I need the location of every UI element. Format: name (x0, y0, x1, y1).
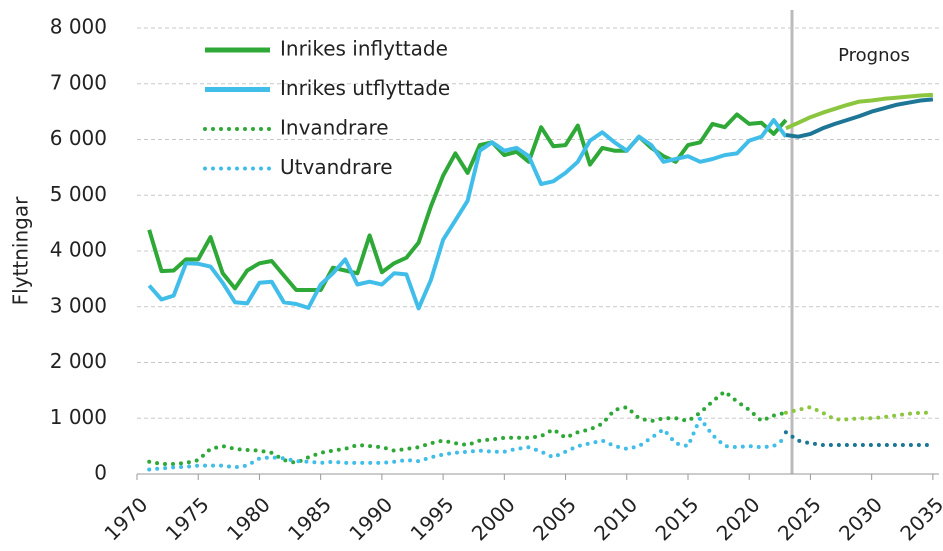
x-tick-label: 2020 (712, 492, 765, 545)
y-tick-label: 1 000 (50, 405, 107, 429)
x-tick-label: 2025 (773, 492, 826, 545)
legend-label: Utvandrare (280, 155, 393, 179)
x-tick-label: 1995 (406, 492, 459, 545)
series-line (147, 118, 788, 311)
legend-label: Inrikes utflyttade (280, 76, 450, 100)
series-line (783, 405, 935, 422)
legend-label: Invandrare (280, 116, 389, 140)
series-line (785, 97, 934, 139)
y-tick-label: 0 (94, 461, 107, 485)
x-tick-label: 2000 (467, 492, 520, 545)
series-line (783, 430, 935, 447)
annotation: Prognos (838, 45, 910, 66)
series-line (147, 389, 788, 466)
x-tick-label: 2030 (834, 492, 887, 545)
x-tick-label: 1990 (344, 492, 397, 545)
y-tick-label: 7 000 (50, 70, 107, 94)
y-tick-label: 8 000 (50, 15, 107, 39)
x-tick-label: 1975 (161, 492, 214, 545)
y-tick-label: 3 000 (50, 293, 107, 317)
series-line (147, 416, 788, 472)
series-line (785, 92, 933, 131)
legend-label: Inrikes inflyttade (280, 37, 448, 61)
y-tick-label: 4 000 (50, 238, 107, 262)
y-tick-label: 5 000 (50, 182, 107, 206)
x-tick-label: 1985 (283, 492, 336, 545)
x-tick-label: 2035 (895, 492, 943, 545)
x-tick-label: 2010 (589, 492, 642, 545)
y-tick-label: 2 000 (50, 349, 107, 373)
x-tick-label: 1980 (222, 492, 275, 545)
x-tick-label: 2005 (528, 492, 581, 545)
y-tick-label: 6 000 (50, 126, 107, 150)
x-tick-label: 2015 (650, 492, 703, 545)
x-tick-label: 1970 (99, 492, 152, 545)
y-axis-label: Flyttningar (9, 196, 33, 305)
